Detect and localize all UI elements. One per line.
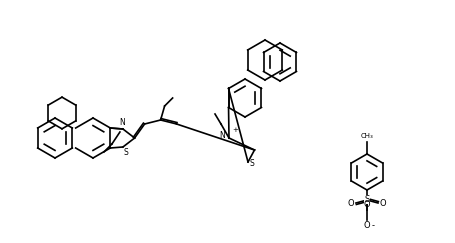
Text: +: + (232, 127, 238, 133)
Text: N: N (119, 118, 125, 127)
Text: O: O (363, 221, 369, 230)
Text: O: O (363, 200, 369, 209)
Text: O: O (347, 199, 353, 208)
Text: S: S (364, 196, 369, 205)
Text: S: S (124, 148, 128, 157)
Text: S: S (249, 158, 254, 167)
Text: -: - (371, 221, 374, 230)
Text: O: O (379, 199, 386, 208)
Text: CH₃: CH₃ (360, 133, 373, 139)
Text: N: N (219, 131, 224, 140)
